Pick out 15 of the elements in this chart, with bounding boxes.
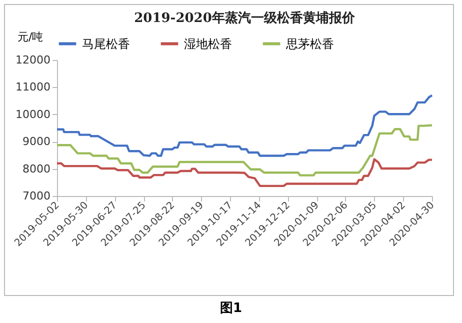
- y-tick-label: 12000: [16, 54, 50, 66]
- line-series: [56, 158, 434, 188]
- y-tick-label: 8000: [22, 162, 50, 176]
- y-tick-label: 7000: [22, 190, 50, 202]
- y-tick-label: 9000: [22, 135, 50, 148]
- y-axis-title: 元/吨: [18, 30, 44, 44]
- legend-label: 思茅松香: [285, 36, 334, 51]
- line-series: [56, 124, 434, 176]
- legend-label: 马尾松香: [82, 36, 130, 51]
- y-tick-label: 11000: [16, 80, 50, 94]
- y-tick-label: 10000: [16, 108, 50, 121]
- line-series: [56, 94, 434, 157]
- caption: 图1: [218, 300, 244, 317]
- legend-label: 湿地松香: [184, 36, 232, 51]
- chart-title: 2019-2020年蒸汽一级松香黄埔报价: [134, 10, 356, 26]
